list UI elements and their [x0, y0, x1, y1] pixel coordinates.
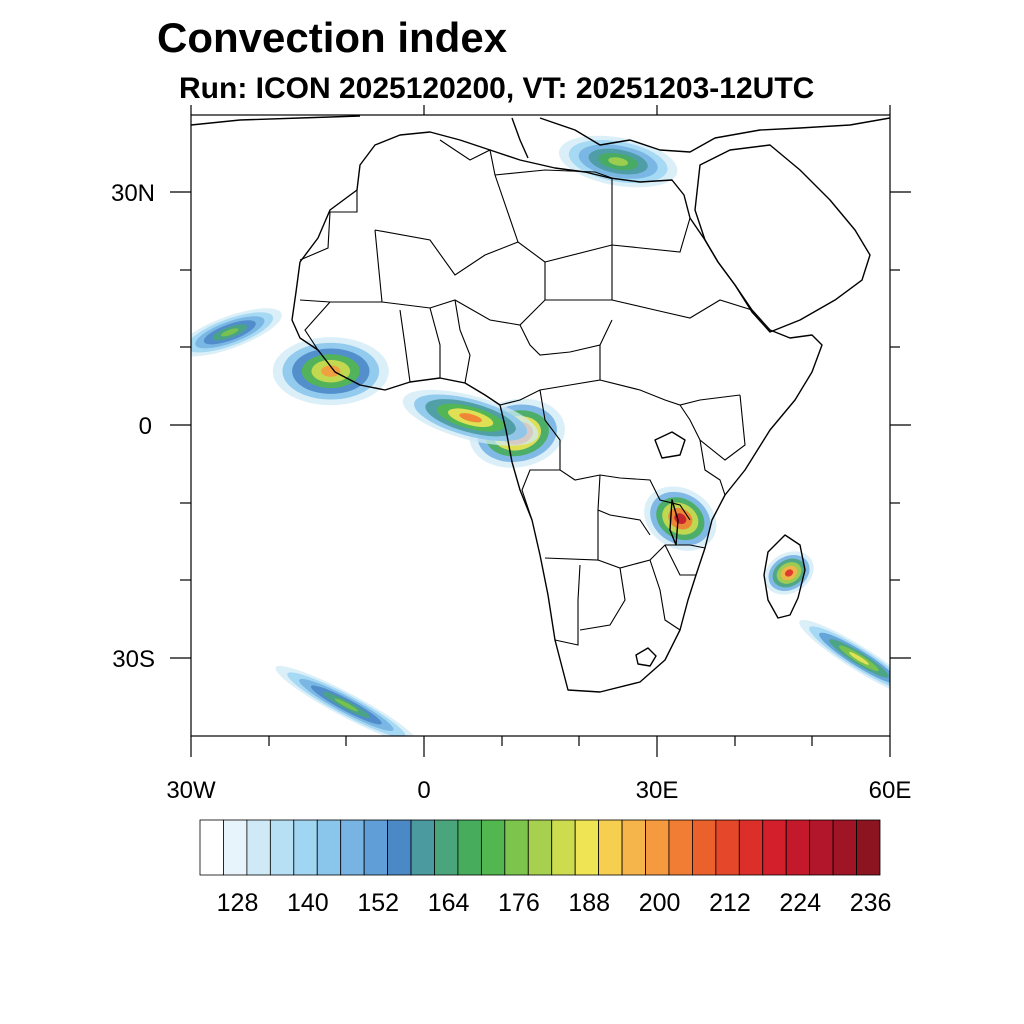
colorbar-swatch — [293, 819, 318, 876]
field-contour — [221, 328, 239, 337]
map-subtitle: Run: ICON 2025120200, VT: 20251203-12UTC — [179, 72, 815, 105]
x-tick-label: 60E — [869, 777, 912, 804]
colorbar-swatch — [316, 819, 342, 876]
convection-field — [191, 135, 890, 736]
x-tick-label: 30E — [636, 777, 679, 804]
colorbar-swatch — [715, 819, 740, 876]
colorbar-swatch — [504, 819, 529, 876]
colorbar-swatch — [410, 819, 435, 876]
colorbar-label: 200 — [639, 889, 681, 917]
colorbar-swatch — [856, 819, 881, 876]
colorbar — [199, 819, 881, 876]
colorbar-swatch — [692, 819, 717, 876]
colorbar-swatch — [199, 819, 224, 876]
lesotho-border — [635, 647, 657, 667]
map-title: Convection index — [157, 14, 508, 61]
colorbar-swatch — [785, 819, 811, 876]
field-contour — [608, 157, 629, 166]
axis-ticks — [170, 105, 911, 757]
field-contour — [784, 569, 794, 577]
colorbar-swatch — [480, 819, 506, 876]
colorbar-labels: 128 140 152 164 176 188 200 212 224 236 — [217, 889, 892, 917]
colorbar-swatch — [574, 819, 600, 876]
y-tick-label: 30S — [112, 646, 155, 673]
colorbar-swatch — [762, 819, 787, 876]
colorbar-swatch — [738, 819, 764, 876]
colorbar-swatch — [223, 819, 248, 876]
europe-coastline — [191, 115, 890, 153]
colorbar-label: 212 — [709, 889, 751, 917]
colorbar-swatch — [457, 819, 482, 876]
colorbar-swatch — [809, 819, 834, 876]
colorbar-swatch — [387, 819, 412, 876]
colorbar-swatch — [645, 819, 670, 876]
country-borders — [299, 139, 753, 646]
colorbar-swatch — [598, 819, 623, 876]
x-tick-label: 0 — [417, 777, 430, 804]
field-contour — [848, 651, 869, 665]
colorbar-swatch — [551, 819, 576, 876]
colorbar-label: 224 — [779, 889, 821, 917]
colorbar-label: 176 — [498, 889, 540, 917]
colorbar-label: 188 — [568, 889, 610, 917]
colorbar-label: 152 — [357, 889, 399, 917]
colorbar-swatch — [621, 819, 646, 876]
x-tick-label: 30W — [166, 777, 216, 804]
colorbar-swatch — [340, 819, 365, 876]
italy-coastline — [511, 117, 529, 159]
field-contour — [459, 413, 482, 423]
madagascar-coastline — [763, 534, 806, 619]
arabia-coastline — [694, 144, 871, 333]
colorbar-label: 128 — [217, 889, 259, 917]
colorbar-swatch — [527, 819, 553, 876]
africa-coastline — [291, 131, 823, 693]
colorbar-swatch — [668, 819, 693, 876]
colorbar-swatch — [363, 819, 388, 876]
field-contour — [334, 698, 359, 712]
field-contour — [321, 365, 341, 377]
colorbar-label: 236 — [850, 889, 892, 917]
y-tick-label: 30N — [111, 180, 155, 207]
colorbar-label: 140 — [287, 889, 329, 917]
colorbar-swatch — [434, 819, 459, 876]
colorbar-swatch — [832, 819, 857, 876]
colorbar-swatch — [246, 819, 271, 876]
colorbar-label: 164 — [428, 889, 470, 917]
colorbar-swatch — [269, 819, 295, 876]
y-tick-label: 0 — [139, 413, 152, 440]
lake-victoria — [654, 431, 686, 459]
